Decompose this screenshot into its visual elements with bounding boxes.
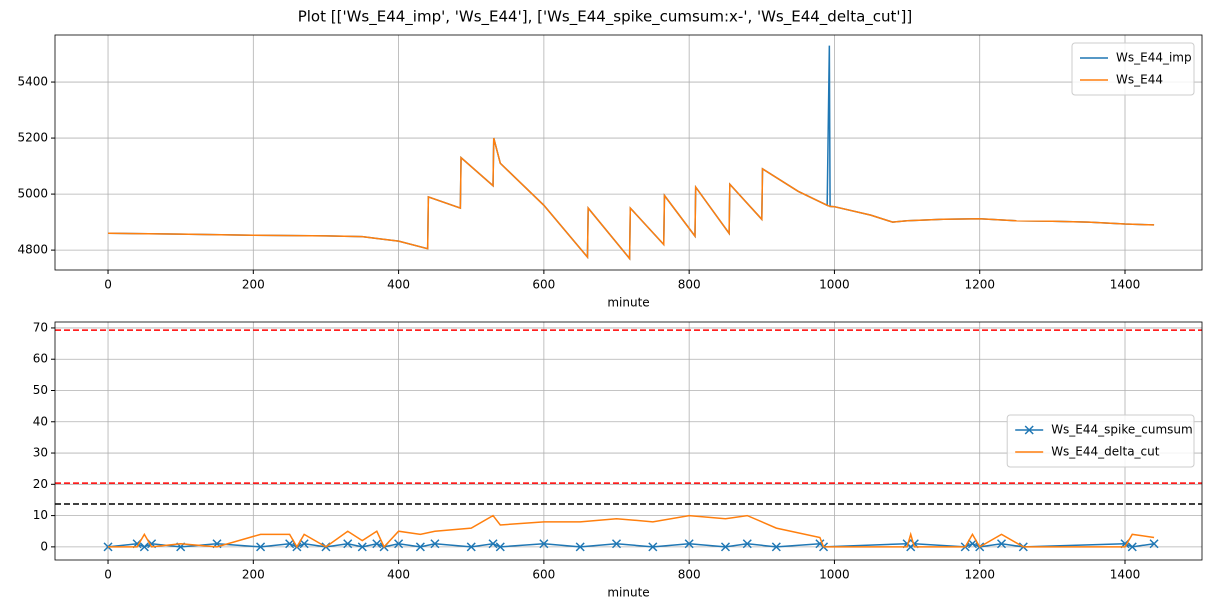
marker (996, 539, 1007, 549)
axes-frame (54, 34, 1203, 271)
y-tick-label: 4800 (17, 243, 48, 257)
x-tick-label: 0 (104, 568, 112, 582)
x-tick-label: 400 (387, 278, 410, 292)
y-tick-label: 60 (33, 352, 48, 366)
marker (648, 542, 658, 552)
x-tick-label: 1000 (819, 568, 850, 582)
marker (343, 539, 353, 549)
marker (684, 539, 694, 549)
x-tick-label: 0 (104, 278, 112, 292)
y-tick-label: 10 (33, 508, 48, 522)
marker (394, 539, 404, 549)
x-tick-label: 1000 (819, 278, 850, 292)
marker (285, 539, 295, 549)
y-tick-label: 5400 (17, 75, 48, 89)
series-line (108, 45, 1155, 261)
legend-label: Ws_E44_imp (1116, 51, 1192, 65)
x-tick-label: 1200 (964, 568, 995, 582)
marker (539, 539, 549, 549)
legend-box (1006, 414, 1195, 468)
x-axis-label: minute (607, 296, 649, 310)
x-tick-label: 800 (678, 568, 701, 582)
marker (357, 542, 367, 552)
marker (488, 539, 498, 549)
y-tick-label: 0 (40, 539, 48, 553)
figure-title: Plot [['Ws_E44_imp', 'Ws_E44'], ['Ws_E44… (298, 8, 913, 27)
y-tick-label: 20 (33, 477, 48, 491)
y-tick-label: 40 (33, 414, 48, 428)
axes-frame (54, 321, 1203, 561)
marker (372, 539, 382, 549)
marker (103, 542, 113, 552)
y-tick-label: 50 (33, 383, 48, 397)
plot-area (55, 329, 1202, 552)
x-tick-label: 400 (387, 568, 410, 582)
x-tick-label: 1400 (1110, 568, 1141, 582)
x-tick-label: 200 (242, 568, 265, 582)
marker (771, 542, 781, 552)
marker (139, 542, 149, 552)
marker (466, 542, 476, 552)
y-tick-label: 5200 (17, 131, 48, 145)
x-tick-label: 200 (242, 278, 265, 292)
marker (1149, 539, 1159, 549)
y-tick-label: 70 (33, 320, 48, 334)
marker (1127, 542, 1137, 552)
legend-marker (1024, 425, 1034, 435)
series-line (108, 137, 1155, 261)
legend-box (1071, 42, 1195, 96)
marker (967, 539, 977, 549)
y-tick-label: 5000 (17, 187, 48, 201)
x-tick-label: 1200 (964, 278, 995, 292)
marker (575, 542, 585, 552)
series-line (108, 514, 1155, 549)
marker (256, 542, 266, 552)
legend-label: Ws_E44_delta_cut (1051, 445, 1160, 459)
marker (742, 539, 752, 549)
x-axis-label: minute (607, 586, 649, 600)
marker (611, 539, 622, 549)
legend-label: Ws_E44 (1116, 73, 1163, 87)
marker (415, 542, 425, 552)
x-tick-label: 600 (532, 278, 555, 292)
marker (495, 542, 505, 552)
legend-label: Ws_E44_spike_cumsum (1051, 423, 1193, 437)
marker (299, 539, 309, 549)
x-tick-label: 1400 (1110, 278, 1141, 292)
marker (720, 542, 731, 552)
x-tick-label: 600 (532, 568, 555, 582)
plot-area (108, 45, 1155, 261)
y-tick-label: 30 (33, 446, 48, 460)
marker (430, 539, 440, 549)
x-tick-label: 800 (678, 278, 701, 292)
series-line (107, 542, 1155, 548)
